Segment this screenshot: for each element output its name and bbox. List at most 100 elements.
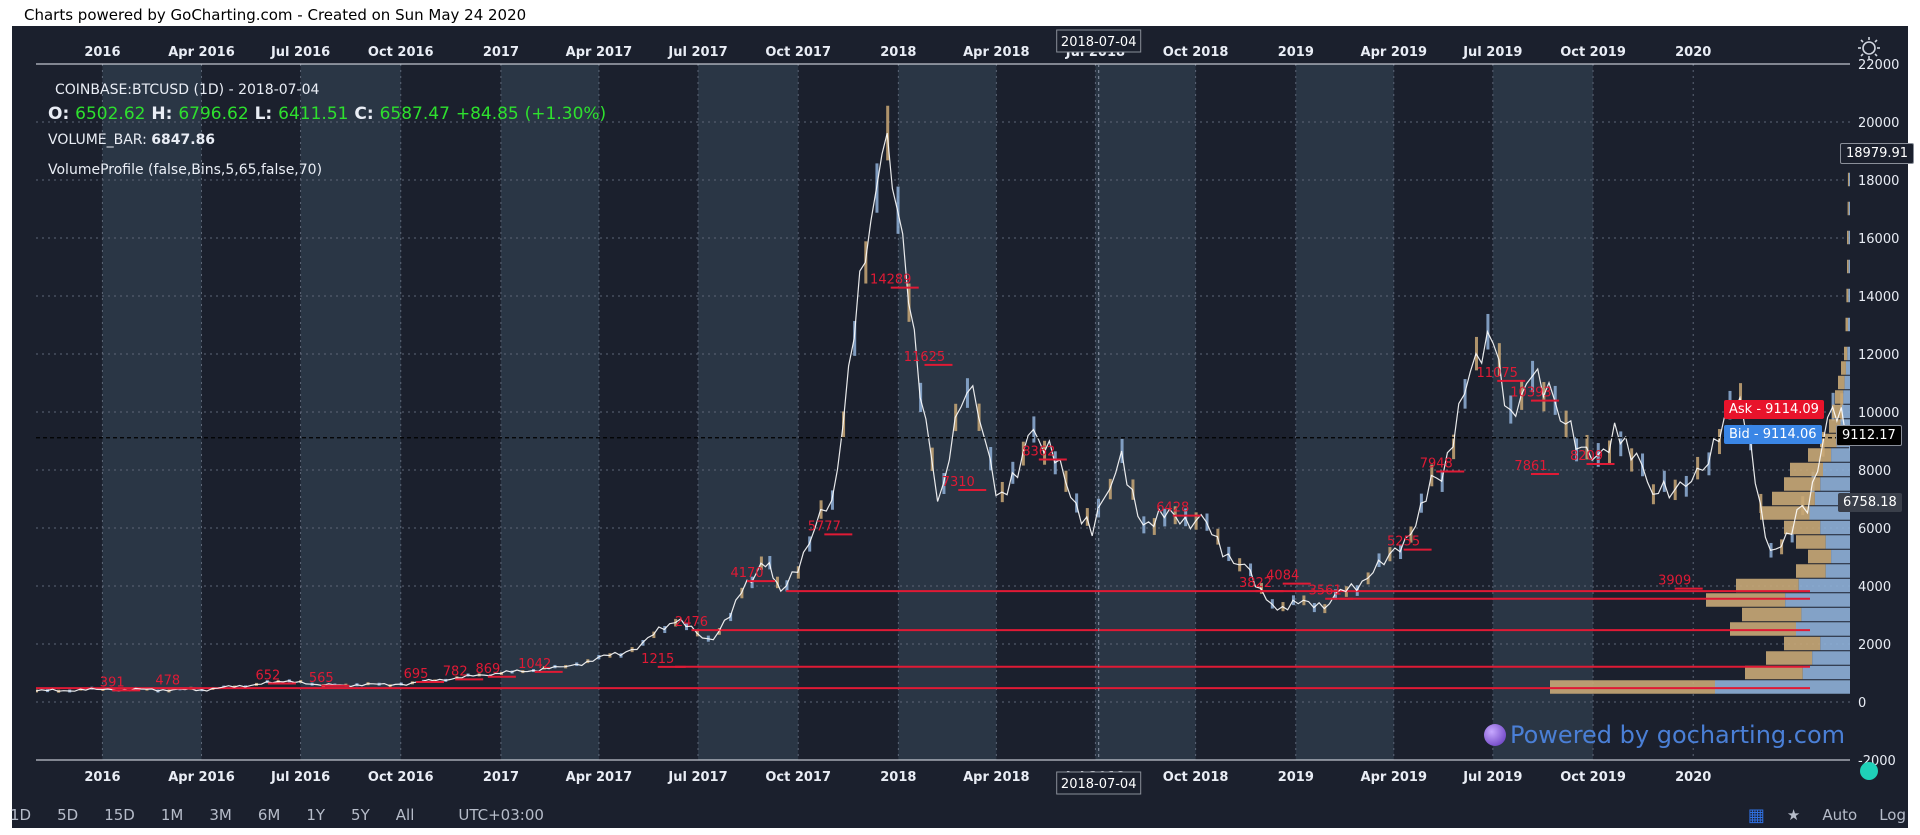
y-tick-label: 14000	[1858, 290, 1899, 305]
profile-bar-buy	[1766, 651, 1813, 665]
x-tick-label-bottom: Oct 2018	[1163, 770, 1229, 785]
close-label: C:	[354, 104, 374, 124]
poc-label: 782	[443, 664, 468, 679]
profile-bar-buy	[1847, 201, 1849, 216]
x-tick-label-top: Jul 2019	[1462, 45, 1522, 60]
range-1y-button[interactable]: 1Y	[306, 806, 326, 824]
watermark-text: Powered by gocharting.com	[1510, 721, 1846, 749]
profile-bar-buy	[1784, 520, 1821, 535]
poc-label: 1215	[641, 652, 674, 667]
gocharting-logo-icon	[1484, 724, 1506, 746]
volume-value: 6847.86	[151, 132, 216, 148]
y-tick-label: 0	[1858, 696, 1866, 711]
profile-bar-sell	[1820, 636, 1850, 651]
y-tick-label: 12000	[1858, 348, 1899, 363]
volume-legend: VOLUME_BAR: 6847.86	[48, 132, 606, 162]
crosshair-date-bottom: 2018-07-04	[1061, 777, 1137, 792]
x-tick-label-bottom: Apr 2019	[1361, 770, 1428, 785]
timezone-button[interactable]: UTC+03:00	[458, 806, 544, 824]
range-5y-button[interactable]: 5Y	[351, 806, 370, 824]
poc-label: 391	[100, 675, 125, 690]
x-tick-label-bottom: Jul 2017	[667, 770, 727, 785]
x-tick-label-bottom: Apr 2017	[566, 770, 633, 785]
profile-bar-buy	[1845, 317, 1848, 332]
status-dot-icon[interactable]	[1860, 762, 1878, 780]
low-value: 6411.51	[278, 104, 349, 124]
poc-label: 4084	[1266, 569, 1299, 584]
profile-bar-buy	[1790, 462, 1823, 477]
profile-bar-buy	[1846, 288, 1849, 303]
open-value: 6502.62	[75, 104, 146, 124]
poc-label: 565	[309, 671, 334, 686]
grid-icon[interactable]: ▦	[1747, 804, 1765, 826]
star-icon[interactable]: ★	[1786, 806, 1801, 824]
profile-bar-buy	[1838, 375, 1845, 390]
x-tick-label-top: Apr 2017	[566, 45, 633, 60]
close-value: 6587.47	[379, 104, 450, 124]
high-value: 6796.62	[178, 104, 249, 124]
poc-label: 3822	[1239, 576, 1272, 591]
x-tick-label-bottom: 2018	[880, 770, 916, 785]
profile-bar-buy	[1796, 535, 1826, 549]
profile-bar-sell	[1812, 651, 1850, 665]
log-scale-button[interactable]: Log	[1879, 806, 1906, 824]
profile-bar-sell	[1801, 607, 1850, 622]
open-label: O:	[48, 104, 70, 124]
range-all-button[interactable]: All	[395, 806, 415, 824]
range-1m-button[interactable]: 1M	[160, 806, 184, 824]
y-tick-label: 6000	[1858, 522, 1891, 537]
profile-bar-buy	[1760, 506, 1810, 520]
profile-bar-buy	[1736, 578, 1799, 593]
range-3m-button[interactable]: 3M	[209, 806, 232, 824]
poc-label: 652	[256, 668, 281, 683]
range-15d-button[interactable]: 15D	[104, 806, 135, 824]
range-6m-button[interactable]: 6M	[257, 806, 281, 824]
poc-label: 8209	[1570, 449, 1603, 464]
range-5d-button[interactable]: 5D	[57, 806, 79, 824]
profile-bar-sell	[1798, 578, 1850, 593]
y-tick-label: 10000	[1858, 406, 1899, 421]
x-tick-label-top: Oct 2019	[1560, 45, 1626, 60]
poc-label: 869	[475, 662, 500, 677]
profile-bar-sell	[1848, 201, 1850, 216]
range-1d-button[interactable]: 1D	[10, 806, 32, 824]
profile-bar-sell	[1831, 448, 1850, 462]
poc-label: 11625	[904, 350, 945, 365]
x-tick-label-bottom: Apr 2018	[963, 770, 1030, 785]
x-tick-label-top: 2017	[483, 45, 519, 60]
poc-label: 3561	[1309, 584, 1342, 599]
profile-bar-buy	[1847, 259, 1849, 274]
theme-toggle-icon[interactable]	[1858, 37, 1880, 59]
profile-bar-sell	[1847, 317, 1850, 332]
auto-scale-button[interactable]: Auto	[1822, 806, 1858, 824]
x-tick-label-bottom: 2017	[483, 770, 519, 785]
x-tick-label-top: Jul 2016	[270, 45, 330, 60]
crosshair-date-top-box	[1056, 29, 1142, 53]
profile-bar-buy	[1835, 390, 1844, 404]
profile-bar-buy	[1796, 564, 1826, 578]
change-value: +84.85	[455, 104, 519, 124]
bottom-toolbar: 1D 5D 15D 1M 3M 6M 1Y 5Y All UTC+03:00 ▦…	[0, 802, 1920, 828]
crosshair-date-top: 2018-07-04	[1061, 35, 1137, 50]
profile-bar-sell	[1802, 665, 1850, 680]
y-tick-label: 22000	[1858, 58, 1899, 73]
profile-bar-sell	[1823, 462, 1850, 477]
profile-bar-buy	[1829, 419, 1841, 433]
symbol-label: COINBASE:BTCUSD (1D) - 2018-07-04	[55, 82, 320, 98]
credit-text: Charts powered by GoCharting.com - Creat…	[24, 6, 527, 24]
poc-label: 7310	[942, 475, 975, 490]
profile-bar-sell	[1844, 375, 1850, 390]
profile-bar-buy	[1550, 680, 1715, 694]
study-label[interactable]: VolumeProfile (false,Bins,5,65,false,70)	[48, 162, 323, 178]
profile-bar-buy	[1808, 448, 1832, 462]
y-tick-label: 8000	[1858, 464, 1891, 479]
ohlc-values: O: 6502.62 H: 6796.62 L: 6411.51 C: 6587…	[48, 104, 606, 132]
profile-bar-buy	[1847, 230, 1849, 245]
crosshair-date-bottom-box	[1056, 771, 1142, 795]
poc-label: 695	[404, 667, 429, 682]
x-tick-label-top: 2018	[880, 45, 916, 60]
profile-bar-sell	[1845, 361, 1850, 375]
x-tick-label-top: Jul 2017	[667, 45, 727, 60]
x-tick-label-top: Apr 2016	[168, 45, 235, 60]
